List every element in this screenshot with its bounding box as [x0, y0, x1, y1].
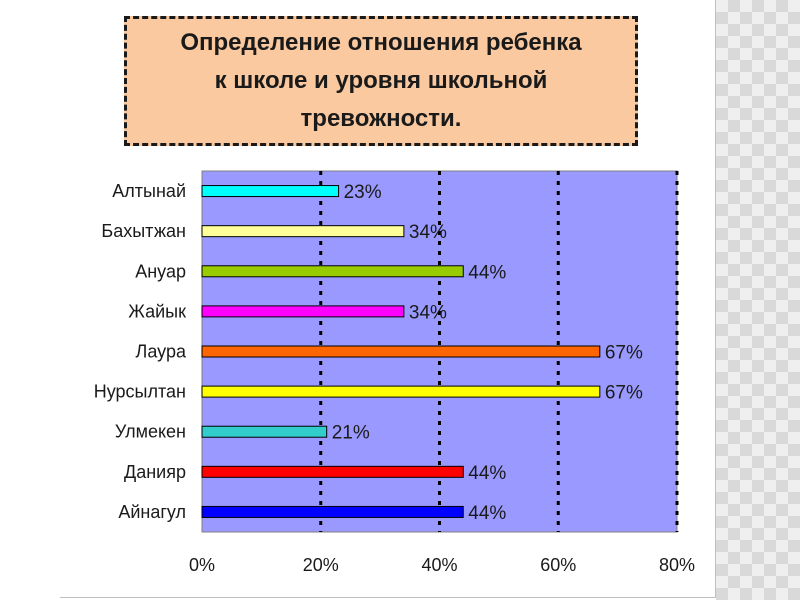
- x-tick-label: 20%: [303, 555, 339, 575]
- slide-frame: [60, 0, 716, 598]
- category-label: Улмекен: [115, 422, 186, 442]
- data-label: 44%: [468, 463, 506, 484]
- bars: [201, 185, 601, 518]
- data-label: 67%: [605, 383, 643, 404]
- data-label: 44%: [468, 262, 506, 283]
- data-label: 67%: [605, 343, 643, 364]
- x-tick-label: 60%: [540, 555, 576, 575]
- category-label: Жайык: [128, 301, 186, 321]
- title-box: Определение отношения ребенка к школе и …: [124, 16, 638, 146]
- data-label: 44%: [468, 503, 506, 524]
- category-label: Алтынай: [112, 181, 186, 201]
- bar: [201, 385, 601, 398]
- bar: [201, 505, 464, 518]
- data-label: 34%: [409, 222, 447, 243]
- x-tick-label: 0%: [189, 555, 215, 575]
- data-label: 34%: [409, 302, 447, 323]
- bar: [201, 465, 464, 478]
- data-labels: 23% 34% 44% 34% 67% 67% 21% 44% 44%: [332, 182, 643, 524]
- category-label: Бахытжан: [101, 221, 186, 241]
- bar: [201, 225, 405, 238]
- category-label: Данияр: [124, 462, 186, 482]
- bar: [201, 305, 405, 318]
- x-tick-label: 80%: [659, 555, 695, 575]
- category-label: Айнагул: [118, 502, 186, 522]
- category-label: Лаура: [136, 342, 187, 362]
- category-labels: Алтынай Бахытжан Ануар Жайык Лаура Нурсылтан У…: [94, 181, 187, 522]
- x-tick-label: 40%: [421, 555, 457, 575]
- decorative-side-pattern: [716, 0, 800, 600]
- data-label: 23%: [344, 182, 382, 203]
- data-label: 21%: [332, 423, 370, 444]
- bar: [201, 265, 464, 278]
- chart-title: Определение отношения ребенка к школе и …: [180, 29, 582, 132]
- bar: [201, 425, 328, 438]
- x-axis-tick-labels: 0% 20% 40% 60% 80%: [189, 555, 695, 575]
- bar: [201, 345, 601, 358]
- bar: [201, 185, 340, 198]
- category-label: Нурсылтан: [94, 382, 186, 402]
- category-label: Ануар: [135, 261, 186, 281]
